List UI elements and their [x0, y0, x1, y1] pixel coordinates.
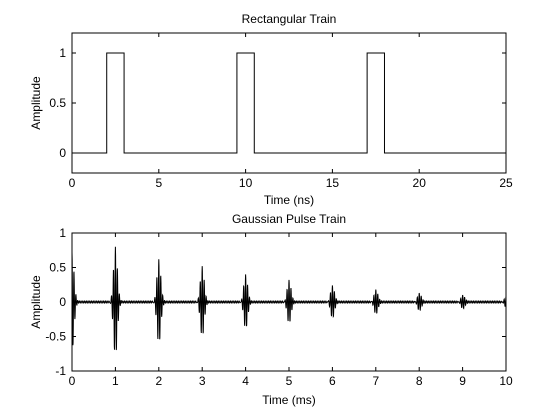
x-tick-label: 10 [499, 374, 513, 388]
y-axis-label: Amplitude [29, 76, 43, 130]
y-tick-label: 0.5 [49, 261, 66, 275]
x-tick-label: 7 [372, 374, 379, 388]
y-tick-label: 0 [59, 146, 66, 160]
chart-title: Gaussian Pulse Train [232, 212, 346, 226]
y-axis-label: Amplitude [29, 275, 43, 329]
x-tick-label: 25 [499, 176, 513, 190]
y-tick-label: 1 [59, 46, 66, 60]
x-tick-label: 2 [155, 374, 162, 388]
x-tick-label: 4 [242, 374, 249, 388]
x-axis-label: Time (ns) [264, 193, 314, 207]
x-tick-label: 20 [413, 176, 427, 190]
x-tick-label: 9 [459, 374, 466, 388]
x-axis-label: Time (ms) [262, 393, 316, 407]
x-tick-label: 5 [155, 176, 162, 190]
chart-title: Rectangular Train [242, 12, 337, 26]
plot-area [71, 32, 507, 174]
series-line [71, 246, 507, 351]
gaussian-pulse-train-chart: Gaussian Pulse Train Amplitude Time (ms)… [29, 212, 513, 407]
y-tick-label: 0 [59, 295, 66, 309]
y-tick-label: 0.5 [49, 96, 66, 110]
x-tick-label: 5 [286, 374, 293, 388]
axis-ticks: 0 5 10 15 20 25 0 0.5 1 [49, 33, 513, 190]
x-tick-label: 6 [329, 374, 336, 388]
y-tick-label: -0.5 [45, 330, 66, 344]
rectangular-train-chart: Rectangular Train Amplitude Time (ns) 0 5… [29, 12, 513, 207]
x-tick-label: 3 [199, 374, 206, 388]
x-tick-label: 8 [416, 374, 423, 388]
x-tick-label: 0 [69, 374, 76, 388]
x-tick-label: 10 [239, 176, 253, 190]
data-series [71, 246, 507, 351]
axis-ticks: 0 1 2 3 4 5 6 7 8 9 10 -1 -0.5 0 0.5 1 [45, 226, 513, 388]
x-tick-label: 15 [326, 176, 340, 190]
x-tick-label: 1 [112, 374, 119, 388]
y-tick-label: -1 [55, 364, 66, 378]
series-line [72, 52, 506, 154]
data-series [72, 52, 506, 154]
x-tick-label: 0 [69, 176, 76, 190]
y-tick-label: 1 [59, 226, 66, 240]
